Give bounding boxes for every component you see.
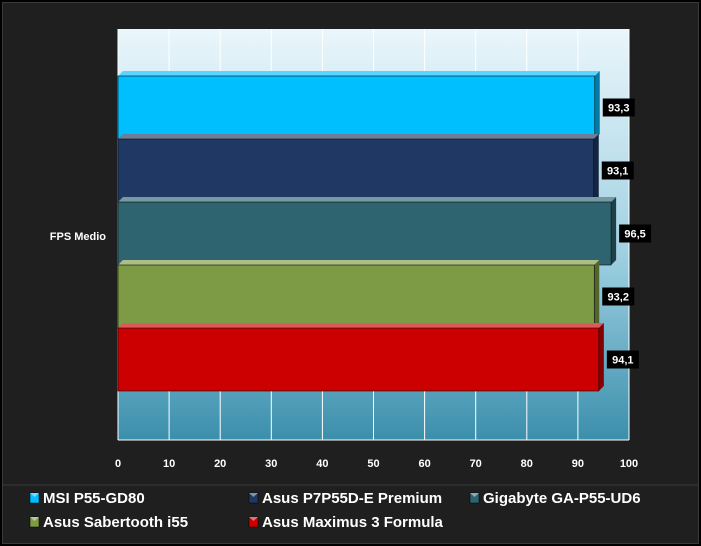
bar-front-face (117, 327, 600, 392)
x-tick-label: 30 (265, 458, 277, 470)
x-tick-label: 90 (572, 458, 584, 470)
x-tick-label: 60 (418, 458, 430, 470)
legend-label: Gigabyte GA-P55-UD6 (483, 490, 641, 507)
data-label: 93,3 (602, 98, 635, 117)
bar-front-face (117, 201, 612, 266)
x-tick-label: 10 (163, 458, 175, 470)
legend-item: Asus Sabertooth i55 (29, 514, 188, 531)
bar-side-face (611, 197, 617, 265)
legend: MSI P55-GD80 Asus P7P55D-E Premium Gigabyt… (29, 490, 641, 531)
legend-label: MSI P55-GD80 (43, 490, 145, 507)
data-label-text: 93,2 (608, 292, 629, 304)
x-tick-label: 100 (620, 458, 638, 470)
x-tick-label: 20 (214, 458, 226, 470)
x-tick-labels: 0 10 20 30 40 50 60 70 80 90 100 (115, 458, 638, 470)
bar-side-face (594, 260, 600, 328)
data-label-box (606, 350, 639, 369)
bar-side-face (598, 323, 604, 391)
data-labels-group: 93,3 93,1 96,5 93,2 94,1 (601, 98, 652, 369)
bar (117, 71, 600, 140)
legend-item: Asus Maximus 3 Formula (248, 514, 444, 531)
bar-front-face (117, 264, 595, 329)
data-label-text: 96,5 (624, 229, 645, 241)
data-label-text: 93,3 (608, 103, 629, 115)
bar-top-face (118, 197, 617, 202)
category-label: FPS Medio (50, 231, 107, 243)
data-label: 96,5 (619, 224, 652, 243)
legend-swatch-highlight (30, 517, 39, 521)
legend-label: Asus P7P55D-E Premium (262, 490, 442, 507)
bar-side-face (594, 71, 600, 139)
legend-item: Asus P7P55D-E Premium (248, 490, 442, 507)
bar-top-face (118, 323, 604, 328)
legend-item: Gigabyte GA-P55-UD6 (469, 490, 641, 507)
bar-top-face (118, 260, 600, 265)
bar-front-face (117, 138, 595, 203)
legend-swatch-highlight (249, 517, 258, 521)
bar-front-face (117, 75, 596, 140)
data-label-text: 93,1 (607, 166, 628, 178)
data-label-box (619, 224, 652, 243)
bar (117, 197, 617, 266)
legend-label: Asus Maximus 3 Formula (262, 514, 444, 531)
x-tick-label: 70 (470, 458, 482, 470)
x-tick-label: 80 (521, 458, 533, 470)
bar (117, 260, 600, 329)
bar-side-face (593, 134, 599, 202)
data-label-box (602, 98, 635, 117)
legend-swatch-highlight (249, 493, 258, 497)
legend-swatch-highlight (470, 493, 479, 497)
x-tick-label: 0 (115, 458, 121, 470)
data-label: 93,2 (602, 287, 635, 306)
data-label-box (602, 287, 635, 306)
data-label: 93,1 (601, 161, 634, 180)
x-tick-label: 50 (367, 458, 379, 470)
bar-top-face (118, 134, 599, 139)
data-label-text: 94,1 (612, 355, 633, 367)
bar (117, 323, 604, 392)
x-tick-label: 40 (316, 458, 328, 470)
legend-swatch-highlight (30, 493, 39, 497)
bar (117, 134, 599, 203)
legend-label: Asus Sabertooth i55 (43, 514, 188, 531)
bars-group (117, 71, 617, 392)
data-label: 94,1 (606, 350, 639, 369)
data-label-box (601, 161, 634, 180)
bar-top-face (118, 71, 600, 76)
legend-item: MSI P55-GD80 (29, 490, 145, 507)
